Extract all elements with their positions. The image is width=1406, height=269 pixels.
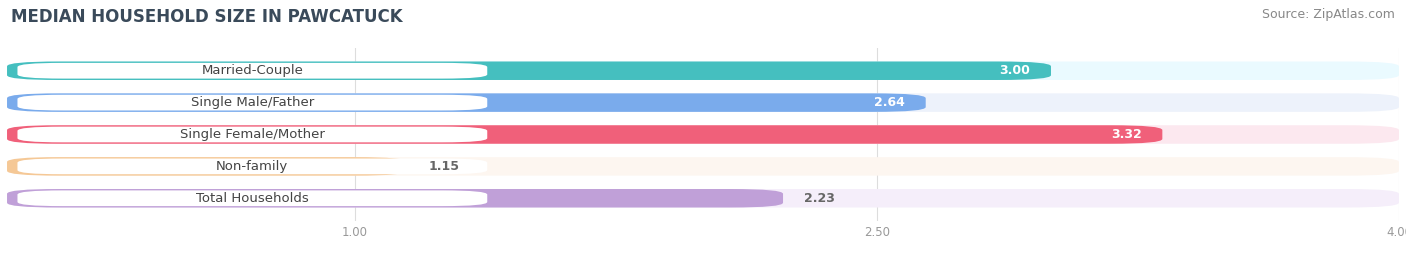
FancyBboxPatch shape: [7, 189, 783, 207]
FancyBboxPatch shape: [17, 190, 488, 206]
Text: Single Female/Mother: Single Female/Mother: [180, 128, 325, 141]
Text: Source: ZipAtlas.com: Source: ZipAtlas.com: [1261, 8, 1395, 21]
FancyBboxPatch shape: [17, 158, 488, 174]
Text: 1.15: 1.15: [427, 160, 460, 173]
FancyBboxPatch shape: [17, 63, 488, 79]
Text: Single Male/Father: Single Male/Father: [191, 96, 314, 109]
FancyBboxPatch shape: [7, 157, 408, 176]
Text: MEDIAN HOUSEHOLD SIZE IN PAWCATUCK: MEDIAN HOUSEHOLD SIZE IN PAWCATUCK: [11, 8, 404, 26]
Text: Married-Couple: Married-Couple: [201, 64, 304, 77]
Text: 2.64: 2.64: [875, 96, 905, 109]
FancyBboxPatch shape: [7, 93, 925, 112]
FancyBboxPatch shape: [7, 157, 1399, 176]
Text: Non-family: Non-family: [217, 160, 288, 173]
FancyBboxPatch shape: [7, 125, 1163, 144]
Text: 3.00: 3.00: [1000, 64, 1031, 77]
FancyBboxPatch shape: [7, 62, 1050, 80]
FancyBboxPatch shape: [7, 125, 1399, 144]
FancyBboxPatch shape: [7, 189, 1399, 207]
FancyBboxPatch shape: [7, 93, 1399, 112]
Text: 3.32: 3.32: [1111, 128, 1142, 141]
FancyBboxPatch shape: [17, 95, 488, 111]
Text: Total Households: Total Households: [195, 192, 309, 205]
FancyBboxPatch shape: [7, 62, 1399, 80]
FancyBboxPatch shape: [17, 127, 488, 142]
Text: 2.23: 2.23: [804, 192, 835, 205]
